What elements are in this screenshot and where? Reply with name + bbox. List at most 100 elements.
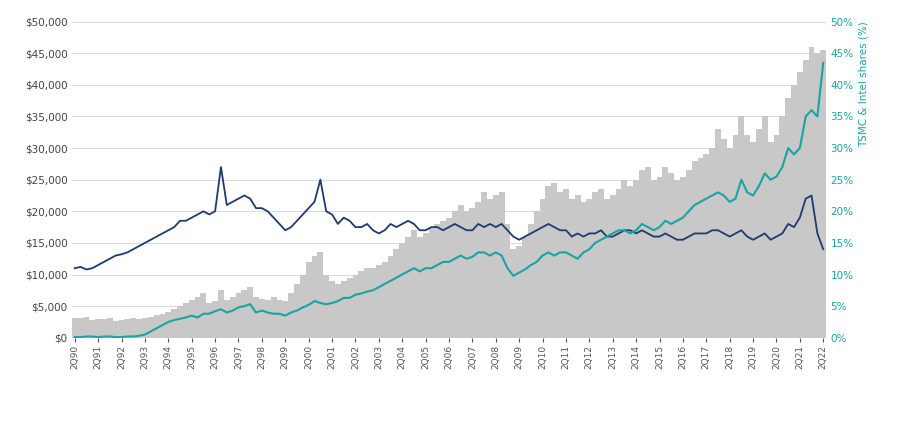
Bar: [101, 319, 107, 338]
Bar: [358, 271, 365, 338]
Bar: [376, 265, 382, 338]
Bar: [540, 199, 545, 338]
Bar: [277, 300, 282, 338]
Bar: [253, 297, 259, 338]
Bar: [581, 202, 586, 338]
Bar: [680, 177, 686, 338]
Bar: [148, 317, 154, 338]
Bar: [568, 199, 575, 338]
Bar: [160, 314, 165, 338]
Bar: [645, 167, 651, 338]
Bar: [791, 85, 797, 338]
Bar: [119, 320, 125, 338]
Y-axis label: TSMC & Intel shares (%): TSMC & Intel shares (%): [859, 22, 869, 147]
Bar: [300, 275, 305, 338]
Bar: [733, 136, 738, 338]
Bar: [136, 319, 142, 338]
Bar: [505, 224, 510, 338]
Bar: [218, 291, 224, 338]
Bar: [230, 297, 235, 338]
Bar: [563, 189, 568, 338]
Bar: [142, 318, 148, 338]
Bar: [440, 221, 446, 338]
Bar: [107, 318, 113, 338]
Bar: [288, 294, 294, 338]
Bar: [247, 287, 253, 338]
Bar: [522, 236, 528, 338]
Bar: [317, 252, 323, 338]
Bar: [154, 315, 160, 338]
Bar: [242, 291, 247, 338]
Bar: [353, 275, 358, 338]
Bar: [481, 192, 487, 338]
Bar: [330, 281, 335, 338]
Bar: [575, 196, 581, 338]
Bar: [738, 116, 744, 338]
Bar: [259, 298, 265, 338]
Bar: [305, 262, 312, 338]
Bar: [715, 129, 721, 338]
Bar: [528, 224, 533, 338]
Bar: [808, 47, 814, 338]
Bar: [312, 255, 317, 338]
Bar: [470, 208, 475, 338]
Bar: [423, 233, 428, 338]
Bar: [803, 60, 808, 338]
Bar: [773, 136, 779, 338]
Bar: [493, 196, 498, 338]
Bar: [656, 177, 663, 338]
Bar: [557, 192, 563, 338]
Bar: [212, 301, 218, 338]
Bar: [95, 320, 101, 338]
Bar: [347, 278, 353, 338]
Bar: [270, 297, 277, 338]
Bar: [633, 180, 639, 338]
Bar: [282, 301, 288, 338]
Bar: [113, 321, 119, 338]
Bar: [726, 148, 733, 338]
Bar: [709, 148, 715, 338]
Bar: [165, 313, 172, 338]
Bar: [294, 284, 300, 338]
Bar: [604, 199, 610, 338]
Bar: [698, 158, 703, 338]
Bar: [663, 167, 668, 338]
Bar: [639, 170, 645, 338]
Bar: [172, 309, 177, 338]
Bar: [90, 320, 95, 338]
Bar: [797, 72, 803, 338]
Bar: [200, 294, 207, 338]
Bar: [545, 186, 551, 338]
Bar: [388, 255, 393, 338]
Bar: [610, 196, 616, 338]
Bar: [428, 227, 435, 338]
Bar: [551, 183, 557, 338]
Bar: [417, 236, 423, 338]
Bar: [452, 211, 458, 338]
Bar: [382, 262, 388, 338]
Bar: [393, 249, 400, 338]
Bar: [721, 139, 726, 338]
Bar: [703, 155, 709, 338]
Bar: [84, 317, 90, 338]
Bar: [400, 243, 405, 338]
Bar: [510, 249, 516, 338]
Bar: [323, 275, 330, 338]
Bar: [435, 224, 440, 338]
Bar: [768, 142, 773, 338]
Bar: [814, 53, 820, 338]
Bar: [335, 284, 341, 338]
Bar: [668, 173, 674, 338]
Bar: [593, 192, 598, 338]
Bar: [616, 189, 621, 338]
Bar: [820, 50, 826, 338]
Bar: [686, 170, 691, 338]
Bar: [235, 294, 242, 338]
Bar: [516, 246, 522, 338]
Bar: [130, 317, 136, 338]
Bar: [750, 142, 756, 338]
Bar: [463, 211, 470, 338]
Bar: [207, 303, 212, 338]
Bar: [405, 236, 411, 338]
Bar: [458, 205, 463, 338]
